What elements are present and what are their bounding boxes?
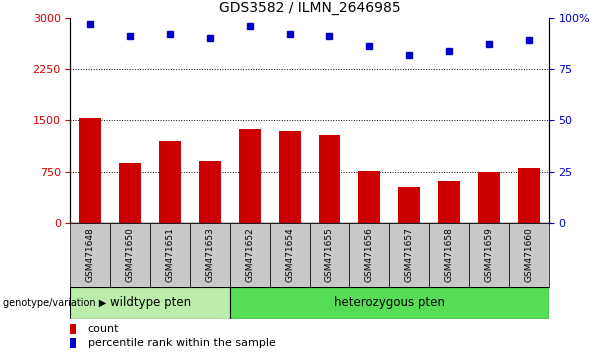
Text: GSM471654: GSM471654	[285, 228, 294, 282]
Text: GSM471659: GSM471659	[484, 227, 493, 282]
Bar	[319, 136, 340, 223]
Bar	[279, 131, 300, 223]
Bar	[478, 172, 500, 223]
Text: GSM471652: GSM471652	[245, 228, 254, 282]
Bar	[359, 171, 380, 223]
Bar	[120, 164, 141, 223]
Text: GSM471650: GSM471650	[126, 227, 135, 282]
Bar	[70, 287, 230, 319]
Text: GSM471651: GSM471651	[166, 227, 175, 282]
Bar	[389, 223, 429, 287]
Bar	[398, 187, 420, 223]
Text: genotype/variation ▶: genotype/variation ▶	[3, 298, 106, 308]
Bar	[110, 223, 150, 287]
Bar	[150, 223, 190, 287]
Title: GDS3582 / ILMN_2646985: GDS3582 / ILMN_2646985	[219, 1, 400, 15]
Text: GSM471657: GSM471657	[405, 227, 414, 282]
Bar	[70, 223, 110, 287]
Bar	[518, 168, 539, 223]
Text: wildtype pten: wildtype pten	[110, 296, 191, 309]
Bar	[230, 287, 549, 319]
Text: GSM471648: GSM471648	[86, 228, 95, 282]
Bar	[349, 223, 389, 287]
Bar	[230, 223, 270, 287]
Bar	[70, 324, 76, 334]
Bar	[80, 118, 101, 223]
Text: GSM471653: GSM471653	[205, 227, 215, 282]
Bar	[239, 129, 261, 223]
Bar	[199, 161, 221, 223]
Text: GSM471660: GSM471660	[524, 227, 533, 282]
Bar	[509, 223, 549, 287]
Text: count: count	[88, 324, 119, 334]
Bar	[270, 223, 310, 287]
Bar	[159, 141, 181, 223]
Bar	[429, 223, 469, 287]
Text: percentile rank within the sample: percentile rank within the sample	[88, 338, 276, 348]
Text: GSM471655: GSM471655	[325, 227, 334, 282]
Bar	[190, 223, 230, 287]
Text: heterozygous pten: heterozygous pten	[334, 296, 444, 309]
Bar	[310, 223, 349, 287]
Bar	[70, 338, 76, 348]
Bar	[438, 181, 460, 223]
Text: GSM471658: GSM471658	[444, 227, 454, 282]
Text: GSM471656: GSM471656	[365, 227, 374, 282]
Bar	[469, 223, 509, 287]
